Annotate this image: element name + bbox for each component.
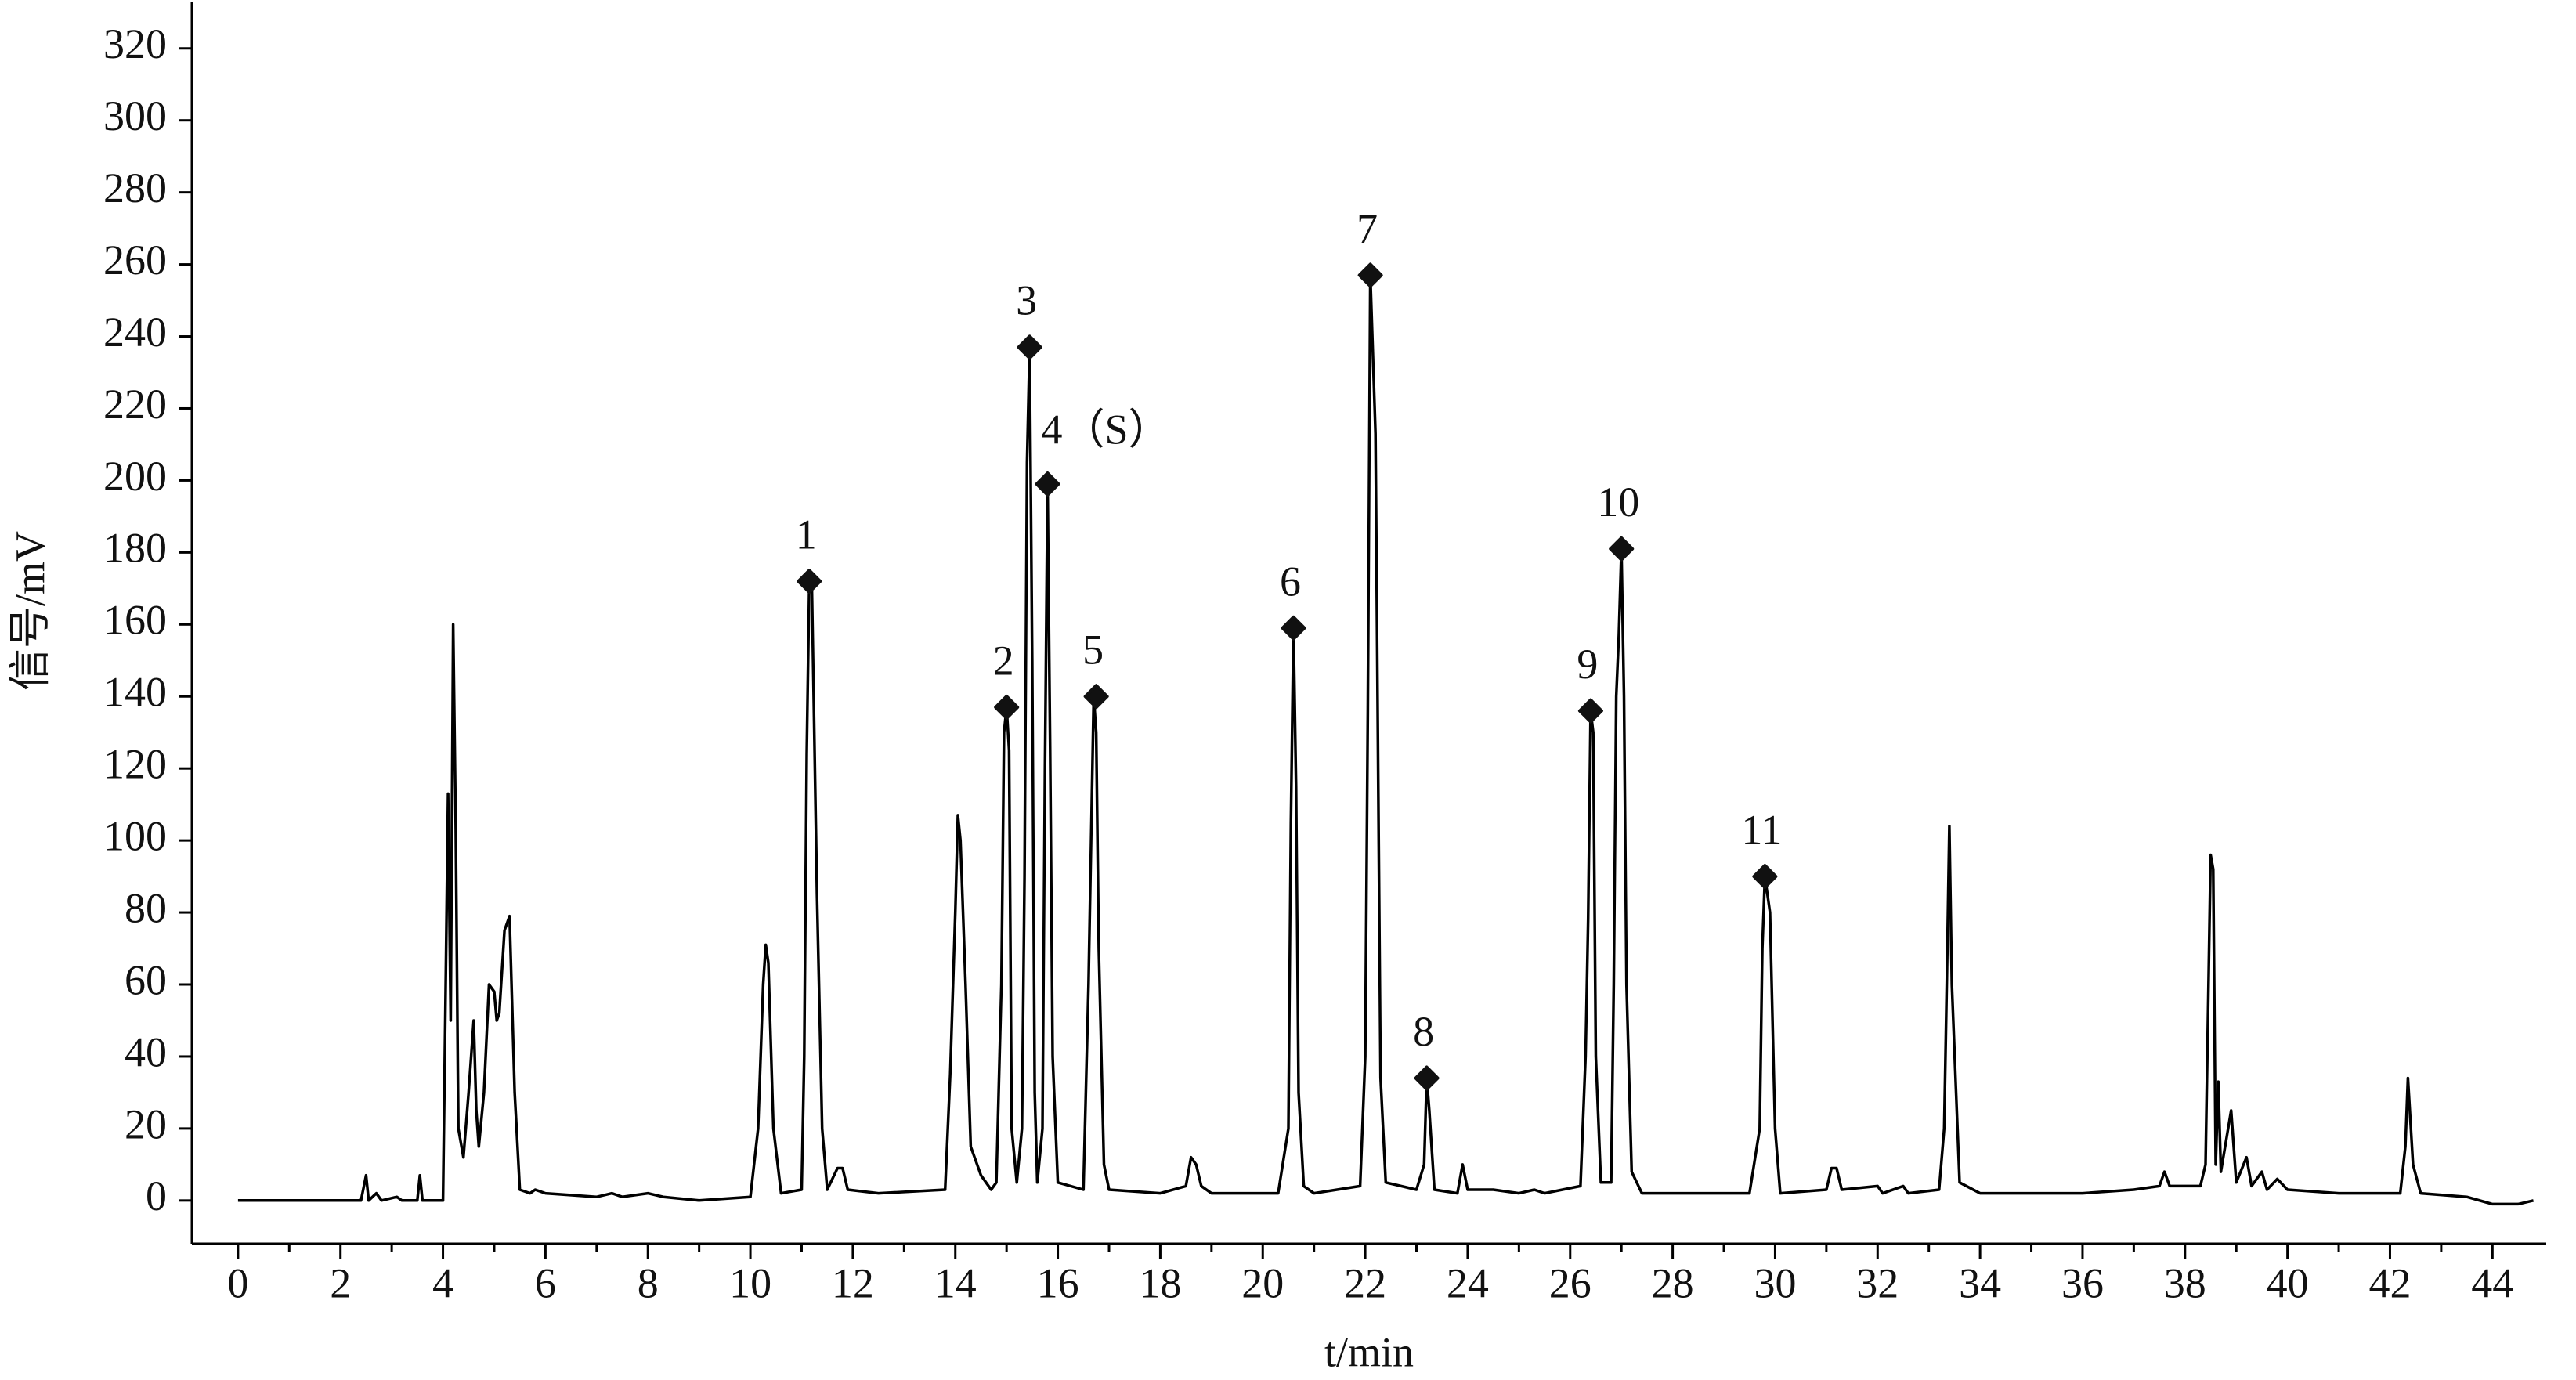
x-tick-label: 20 xyxy=(1241,1259,1284,1306)
y-tick-label: 200 xyxy=(103,453,167,500)
x-tick-label: 38 xyxy=(2164,1259,2206,1306)
x-axis-label: t/min xyxy=(1324,1328,1414,1375)
x-tick-label: 28 xyxy=(1652,1259,1694,1306)
y-tick-label: 120 xyxy=(103,741,167,788)
x-tick-label: 18 xyxy=(1139,1259,1181,1306)
peak-marker xyxy=(994,695,1020,721)
peak-marker xyxy=(1357,262,1383,288)
peak-label: 7 xyxy=(1357,205,1378,252)
x-tick-label: 10 xyxy=(729,1259,771,1306)
x-tick-label: 40 xyxy=(2267,1259,2309,1306)
peak-marker xyxy=(1577,698,1603,724)
y-tick-label: 240 xyxy=(103,309,167,356)
y-axis-label: 信号/mV xyxy=(6,531,53,691)
peak-marker xyxy=(1752,864,1778,890)
y-tick-label: 60 xyxy=(125,956,167,1003)
peak-marker xyxy=(1017,334,1042,360)
peak-marker xyxy=(1281,615,1306,641)
y-tick-label: 40 xyxy=(125,1028,167,1075)
x-tick-label: 22 xyxy=(1344,1259,1386,1306)
y-tick-label: 180 xyxy=(103,525,167,572)
y-tick-label: 320 xyxy=(103,20,167,67)
x-tick-label: 4 xyxy=(432,1259,453,1306)
x-tick-label: 36 xyxy=(2061,1259,2104,1306)
x-tick-label: 30 xyxy=(1754,1259,1796,1306)
x-tick-label: 6 xyxy=(535,1259,556,1306)
y-tick-label: 0 xyxy=(146,1172,167,1219)
y-tick-label: 300 xyxy=(103,92,167,139)
y-tick-label: 20 xyxy=(125,1100,167,1147)
peak-label: 3 xyxy=(1016,277,1037,324)
x-tick-label: 26 xyxy=(1549,1259,1591,1306)
peak-label: 9 xyxy=(1577,641,1598,688)
x-tick-label: 42 xyxy=(2368,1259,2411,1306)
peak-label: 4（S） xyxy=(1041,406,1170,453)
signal-line xyxy=(237,273,2534,1206)
peak-marker xyxy=(1083,684,1109,710)
x-tick-label: 16 xyxy=(1037,1259,1079,1306)
y-tick-label: 220 xyxy=(103,381,167,428)
y-tick-label: 260 xyxy=(103,237,167,284)
x-tick-label: 32 xyxy=(1856,1259,1899,1306)
x-tick-label: 14 xyxy=(934,1259,977,1306)
peak-marker xyxy=(1035,471,1060,497)
x-tick-label: 0 xyxy=(227,1259,248,1306)
x-tick-label: 8 xyxy=(638,1259,659,1306)
x-tick-label: 24 xyxy=(1447,1259,1489,1306)
peak-marker xyxy=(1609,536,1635,562)
y-tick-label: 80 xyxy=(125,884,167,931)
x-tick-label: 12 xyxy=(832,1259,874,1306)
y-tick-label: 280 xyxy=(103,164,167,211)
x-tick-label: 2 xyxy=(330,1259,351,1306)
peak-label: 6 xyxy=(1280,558,1301,605)
x-tick-label: 34 xyxy=(1959,1259,2001,1306)
peak-label: 1 xyxy=(796,511,817,558)
peak-label: 8 xyxy=(1413,1008,1434,1055)
peak-label: 11 xyxy=(1741,806,1782,853)
peak-label: 5 xyxy=(1082,627,1104,674)
peak-marker xyxy=(1414,1065,1440,1091)
y-tick-label: 140 xyxy=(103,669,167,716)
peak-label: 2 xyxy=(993,637,1014,684)
peak-label: 10 xyxy=(1597,479,1639,526)
y-tick-label: 160 xyxy=(103,597,167,644)
x-tick-label: 44 xyxy=(2471,1259,2513,1306)
peak-marker xyxy=(797,569,822,594)
y-tick-label: 100 xyxy=(103,813,167,860)
